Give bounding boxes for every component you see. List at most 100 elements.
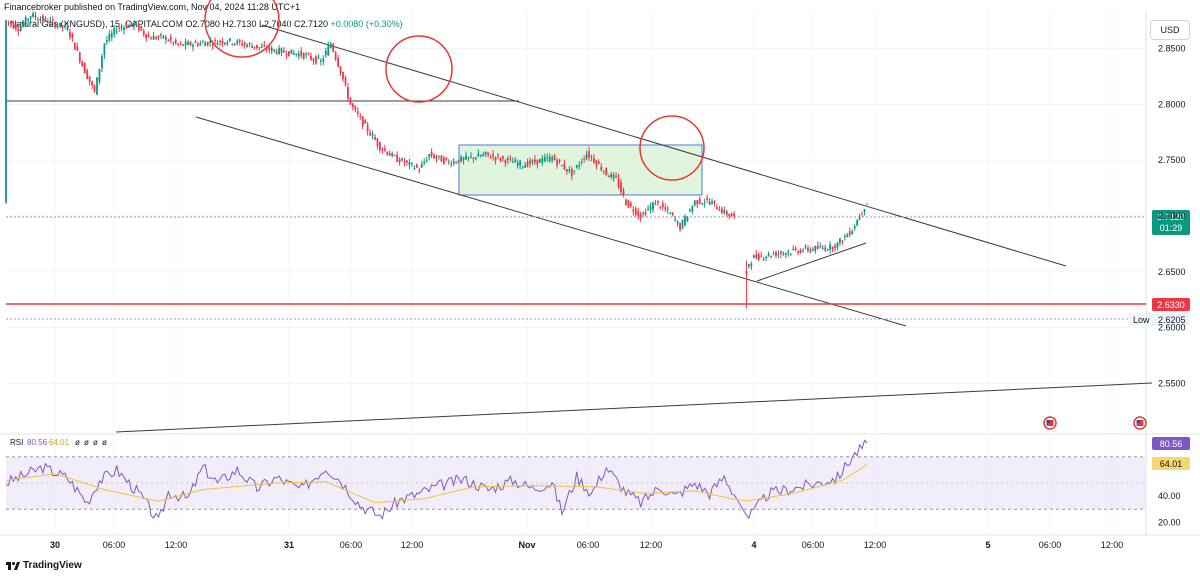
candle-body — [632, 209, 635, 212]
candle-body — [597, 161, 600, 164]
candle-body — [627, 200, 630, 208]
time-tick-label: 06:00 — [103, 540, 126, 550]
session-low-tag — [1128, 313, 1190, 326]
candle-body — [681, 220, 684, 229]
candle-body — [327, 45, 330, 56]
time-tick-label: Nov — [518, 540, 535, 550]
candle-body — [590, 156, 593, 158]
candle-body — [561, 165, 563, 167]
candle-body — [236, 40, 239, 44]
candle-body — [7, 21, 10, 23]
candle-body — [750, 263, 753, 267]
candle-body — [460, 156, 462, 162]
candle-body — [829, 244, 831, 250]
candle-body — [467, 157, 470, 159]
candle-body — [524, 165, 526, 168]
candle-body — [93, 85, 96, 92]
candle-body — [834, 245, 836, 249]
candle-body — [752, 255, 755, 259]
candle-body — [659, 206, 662, 209]
candle-body — [470, 156, 472, 158]
candle-body — [167, 40, 170, 42]
candle-body — [359, 116, 362, 118]
candle-body — [406, 160, 408, 163]
candle-body — [145, 34, 148, 39]
candle-body — [381, 149, 384, 151]
candle-body — [511, 161, 514, 163]
candle-body — [843, 236, 846, 238]
rsi-legend-ma-value: 64.01 — [49, 438, 70, 447]
currency-button[interactable]: USD — [1150, 20, 1190, 40]
session-low-value: 2.6205 — [1158, 315, 1186, 325]
candle-body — [285, 54, 288, 56]
countdown-timer: 01:29 — [1160, 223, 1183, 233]
candle-body — [283, 50, 285, 53]
candles-layer — [5, 11, 868, 309]
candle-body — [324, 50, 327, 56]
candle-body — [184, 41, 187, 46]
time-tick-label: 30 — [50, 540, 60, 550]
candle-body — [391, 153, 394, 156]
candle-body — [91, 81, 93, 86]
candle-body — [241, 43, 244, 46]
candle-body — [133, 22, 135, 27]
rising-wedge-line — [756, 242, 867, 282]
footer: TradingView — [6, 560, 82, 571]
candle-body — [492, 154, 494, 157]
candle-body — [233, 43, 236, 45]
candle-body — [172, 42, 175, 44]
symbol-title[interactable]: Natural Gas (XNGUSD), 15, CAPITALCOM — [10, 19, 183, 29]
time-tick-label: 12:00 — [640, 540, 663, 550]
candle-body — [347, 86, 349, 99]
candle-body — [270, 47, 273, 52]
candle-body — [538, 159, 541, 163]
economic-event-icon[interactable] — [1133, 416, 1147, 430]
candle-body — [383, 148, 386, 151]
candle-body — [51, 19, 54, 21]
candle-body — [698, 198, 701, 204]
candle-body — [297, 53, 300, 57]
price-change: +0.0080 (+0.30%) — [330, 19, 403, 29]
candle-body — [644, 211, 647, 215]
candle-body — [428, 154, 431, 157]
time-tick-label: 06:00 — [1039, 540, 1062, 550]
candle-body — [246, 44, 248, 47]
candle-body — [273, 49, 276, 51]
price-tick-label: 2.8000 — [1158, 99, 1186, 109]
candle-body — [76, 46, 79, 51]
candle-body — [548, 156, 551, 162]
candle-body — [543, 157, 546, 162]
time-tick-label: 12:00 — [1101, 540, 1124, 550]
candle-body — [130, 22, 133, 25]
economic-event-icon[interactable] — [1043, 416, 1057, 430]
candle-body — [120, 27, 123, 29]
candle-body — [108, 34, 111, 41]
tradingview-logo-icon — [6, 561, 20, 570]
candle-body — [846, 234, 849, 238]
candle-body — [263, 44, 266, 47]
rsi-ma-value: 64.01 — [1160, 459, 1183, 469]
candle-body — [551, 157, 554, 161]
support-price-tag — [1152, 298, 1190, 311]
candle-body — [155, 37, 157, 39]
candle-body — [364, 120, 367, 124]
candle-body — [553, 155, 556, 161]
price-tick-label: 2.8500 — [1158, 44, 1186, 54]
candle-body — [42, 15, 44, 21]
candle-body — [420, 163, 423, 168]
candle-body — [201, 41, 204, 43]
rsi-tick-label: 20.00 — [1158, 517, 1181, 527]
candle-body — [713, 200, 716, 203]
candle-body — [12, 22, 15, 29]
candle-body — [472, 157, 475, 160]
price-tick-label: 2.5500 — [1158, 378, 1186, 388]
candle-body — [137, 24, 140, 31]
candle-body — [489, 157, 492, 159]
candle-body — [19, 26, 22, 31]
candle-body — [807, 247, 809, 251]
publish-header: Financebroker published on TradingView.c… — [4, 2, 301, 12]
candle-body — [128, 25, 130, 28]
candle-body — [275, 51, 278, 54]
